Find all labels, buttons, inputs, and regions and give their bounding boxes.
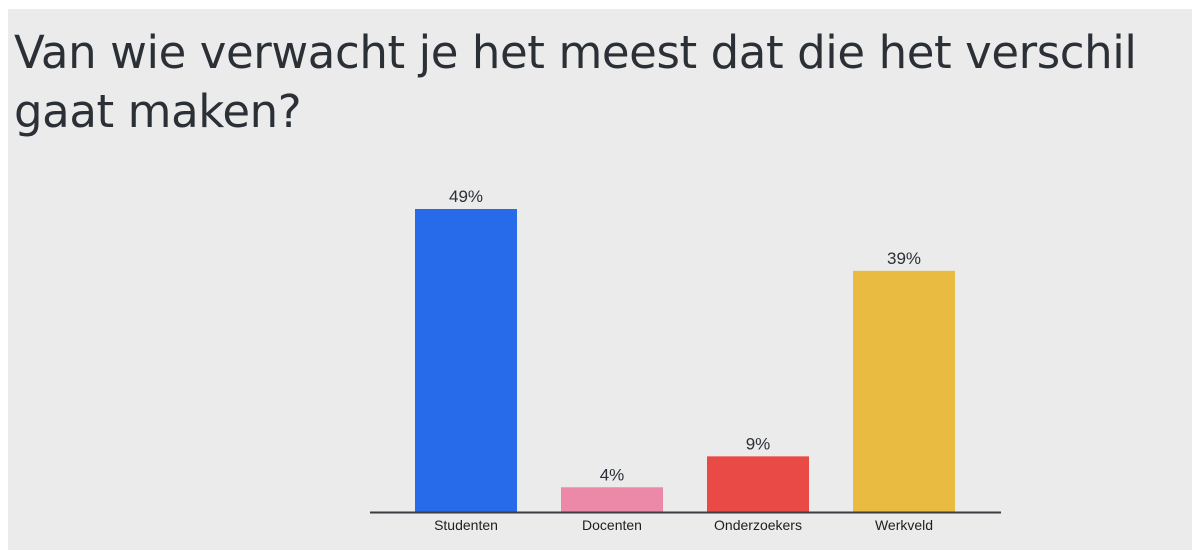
slide-title: Van wie verwacht je het meest dat die he… [14, 26, 1137, 138]
category-labels-group: Studenten Docenten Onderzoekers Werkveld [434, 517, 933, 533]
bar-chart: 49% 4% 9% 39% Studenten Docenten Onderzoekers… [370, 187, 1001, 533]
value-label-werkveld: 39% [887, 249, 921, 268]
bar-onderzoekers [707, 456, 809, 512]
category-label-werkveld: Werkveld [875, 517, 933, 533]
value-label-onderzoekers: 9% [746, 434, 771, 453]
value-labels-group: 49% 4% 9% 39% [449, 187, 921, 484]
bar-werkveld [853, 270, 955, 512]
slide: Van wie verwacht je het meest dat die he… [8, 9, 1192, 550]
bar-studenten [415, 209, 517, 512]
bar-docenten [561, 487, 663, 512]
category-label-onderzoekers: Onderzoekers [714, 517, 802, 533]
bars-group [415, 209, 955, 512]
category-label-studenten: Studenten [434, 517, 498, 533]
value-label-studenten: 49% [449, 187, 483, 206]
value-label-docenten: 4% [600, 465, 625, 484]
category-label-docenten: Docenten [582, 517, 642, 533]
